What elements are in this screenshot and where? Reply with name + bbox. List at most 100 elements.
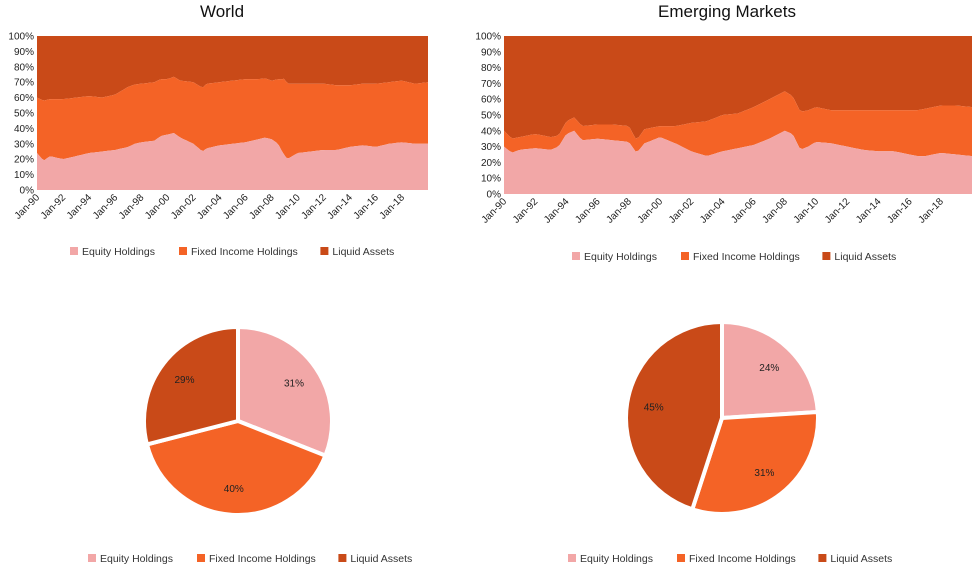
em-x-tick-label: Jan-04 [698,196,728,226]
world-x-tick-label: Jan-18 [378,192,408,222]
world-area-series [37,36,428,190]
em-pie-slice-liquid-assets [624,319,724,512]
world-area-chart: World 0%10%20%30%40%50%60%70%80%90%100% … [8,2,428,258]
world-area-liquid-assets [37,36,428,101]
em-y-tick-label: 80% [481,63,501,74]
em-y-tick-label: 0% [487,190,502,201]
world-x-tick-label: Jan-14 [326,192,356,222]
world-y-tick-label: 40% [14,124,34,135]
world-x-tick-label: Jan-10 [273,192,303,222]
world-x-tick-label: Jan-04 [195,192,225,222]
em-area-chart: Emerging Markets 0% 10% 20% 30% 40% 50% 60% 70%… [475,2,972,263]
em-pie-slice-fixed-income-holdings [689,409,820,516]
em-area-equity-holdings [504,130,972,194]
em-y-tick-label: 10% [481,174,501,185]
world-y-tick-label: 60% [14,93,34,104]
em-x-tick-label: Jan-92 [511,196,541,226]
world-x-tick-label: Jan-00 [143,192,173,222]
em-pie-legend: Equity Holdings Fixed Income Holdings Liqu… [568,553,892,565]
world-legend-label-fixed-income-holdings: Fixed Income Holdings [191,246,298,258]
world-x-tick-label: Jan-06 [221,192,251,222]
world-x-tick-label: Jan-02 [169,192,199,222]
world-legend-label-liquid-assets: Liquid Assets [350,553,412,565]
em-area-fixed-income-holdings [504,91,972,157]
world-legend-swatch-equity-holdings [88,554,96,562]
em-legend-label-equity-holdings: Equity Holdings [580,553,653,565]
em-y-tick-label: 50% [481,111,501,122]
world-pie-legend: Equity Holdings Fixed Income Holdings Liqu… [88,553,412,565]
em-y-tick-label: 30% [481,142,501,153]
em-pie-data-label: 45% [644,403,664,414]
world-legend-label-equity-holdings: Equity Holdings [82,246,155,258]
world-y-tick-label: 90% [14,47,34,58]
em-legend-label-fixed-income-holdings: Fixed Income Holdings [689,553,796,565]
em-pie-data-label: 24% [759,363,779,374]
world-y-axis-ticks: 0% 10% 20% 30% 40% 50% 60% 70% 80% 90% 100% [8,32,34,197]
world-y-tick-label: 30% [14,139,34,150]
world-pie-labels: 31% 40% 29% [174,375,304,495]
world-y-tick-label: 80% [14,62,34,73]
em-x-tick-label: Jan-94 [542,196,572,226]
em-legend-label-liquid-assets: Liquid Assets [834,251,896,263]
world-legend-label-equity-holdings: Equity Holdings [100,553,173,565]
world-area-equity-holdings [37,133,428,190]
em-x-axis-ticks: Jan-90 Jan-92 Jan-94 Jan-96 Jan-98 Jan-00 Jan-… [480,196,947,226]
em-pie-chart: 24% 31% 45% Equity Holdings Fixed Income Ho… [568,319,892,565]
em-legend-label-fixed-income-holdings: Fixed Income Holdings [693,251,800,263]
world-legend-swatch-fixed-income-holdings [179,247,187,255]
em-y-axis-ticks: 0% 10% 20% 30% 40% 50% 60% 70% 80% 90% 100% [475,32,501,201]
em-y-tick-label: 90% [481,47,501,58]
world-y-tick-label: 100% [8,32,34,43]
world-pie-slice-fixed-income-holdings [144,418,328,517]
world-legend-label-fixed-income-holdings: Fixed Income Holdings [209,553,316,565]
world-pie-data-label: 29% [174,375,194,386]
em-area-legend: Equity Holdings Fixed Income Holdings Liqu… [572,251,896,263]
em-legend-swatch-liquid-assets [818,554,827,562]
world-x-axis-ticks: Jan-90Jan-92Jan-94Jan-96Jan-98Jan-00Jan-… [13,192,408,222]
em-x-tick-label: Jan-10 [792,196,822,226]
em-x-tick-label: Jan-00 [636,196,666,226]
em-x-tick-label: Jan-18 [917,196,947,226]
em-x-tick-label: Jan-14 [854,196,884,226]
em-pie-slice-equity-holdings [720,319,820,421]
em-area-series [504,36,972,194]
world-x-tick-label: Jan-12 [299,192,329,222]
em-legend-swatch-equity-holdings [572,252,580,260]
em-y-tick-label: 40% [481,126,501,137]
world-x-tick-label: Jan-94 [65,192,95,222]
em-legend-swatch-liquid-assets [822,252,831,260]
em-x-tick-label: Jan-06 [729,196,759,226]
em-x-tick-label: Jan-98 [605,196,635,226]
em-x-tick-label: Jan-08 [761,196,791,226]
world-legend-swatch-liquid-assets [320,247,329,255]
world-legend-swatch-fixed-income-holdings [197,554,205,562]
em-legend-swatch-fixed-income-holdings [677,554,685,562]
world-pie-slice-liquid-assets [141,324,240,447]
world-pie-chart: 31% 40% 29% Equity Holdings Fixed Income Ho… [88,324,412,565]
em-area-liquid-assets [504,36,972,139]
em-pie-data-label: 31% [754,468,774,479]
em-x-tick-label: Jan-02 [667,196,697,226]
em-y-tick-label: 100% [475,32,501,43]
em-x-tick-label: Jan-12 [823,196,853,226]
world-pie-data-label: 31% [284,379,304,390]
em-y-tick-label: 70% [481,79,501,90]
em-x-tick-label: Jan-16 [885,196,915,226]
world-pie-slices [141,324,334,517]
world-x-tick-label: Jan-98 [117,192,147,222]
world-pie-data-label: 40% [224,484,244,495]
world-x-tick-label: Jan-16 [352,192,382,222]
world-y-tick-label: 70% [14,78,34,89]
em-legend-swatch-fixed-income-holdings [681,252,689,260]
world-legend-swatch-equity-holdings [70,247,78,255]
em-legend-swatch-equity-holdings [568,554,576,562]
world-legend-swatch-liquid-assets [338,554,347,562]
world-y-tick-label: 10% [14,170,34,181]
world-legend-label-liquid-assets: Liquid Assets [332,246,394,258]
em-pie-slices [624,319,820,516]
em-pie-labels: 24% 31% 45% [644,363,780,479]
em-legend-label-liquid-assets: Liquid Assets [830,553,892,565]
em-chart-title: Emerging Markets [658,2,796,21]
